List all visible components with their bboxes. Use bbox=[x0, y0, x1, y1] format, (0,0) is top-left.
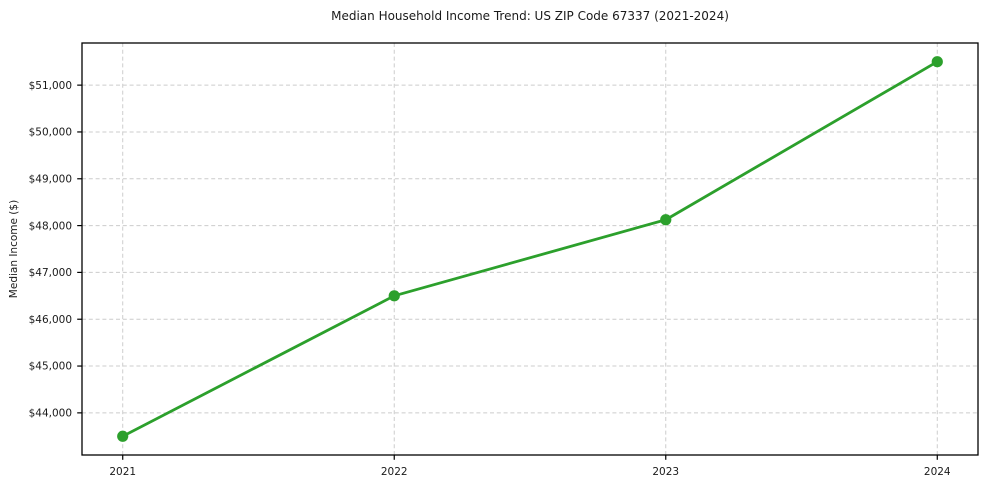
plot-border bbox=[81, 42, 979, 456]
y-tick-label: $44,000 bbox=[29, 408, 72, 420]
x-tick-label: 2022 bbox=[381, 466, 408, 478]
x-tick-label: 2021 bbox=[109, 466, 136, 478]
y-tick-label: $48,000 bbox=[29, 220, 72, 232]
y-tick-label: $46,000 bbox=[29, 314, 72, 326]
chart-title: Median Household Income Trend: US ZIP Co… bbox=[331, 9, 729, 23]
x-tick-label: 2023 bbox=[652, 466, 679, 478]
data-point-2023 bbox=[660, 214, 672, 226]
y-axis-label: Median Income ($) bbox=[8, 199, 20, 299]
data-point-2022 bbox=[388, 290, 400, 302]
income-trend-line bbox=[121, 60, 939, 438]
y-tick-label: $51,000 bbox=[29, 80, 72, 92]
data-point-2021 bbox=[117, 430, 129, 442]
data-point-2024 bbox=[931, 56, 943, 68]
x-tick-label: 2024 bbox=[924, 466, 951, 478]
y-tick-label: $47,000 bbox=[29, 267, 72, 279]
y-tick-label: $49,000 bbox=[29, 173, 72, 185]
y-tick-label: $45,000 bbox=[29, 361, 72, 373]
y-tick-label: $50,000 bbox=[29, 127, 72, 139]
